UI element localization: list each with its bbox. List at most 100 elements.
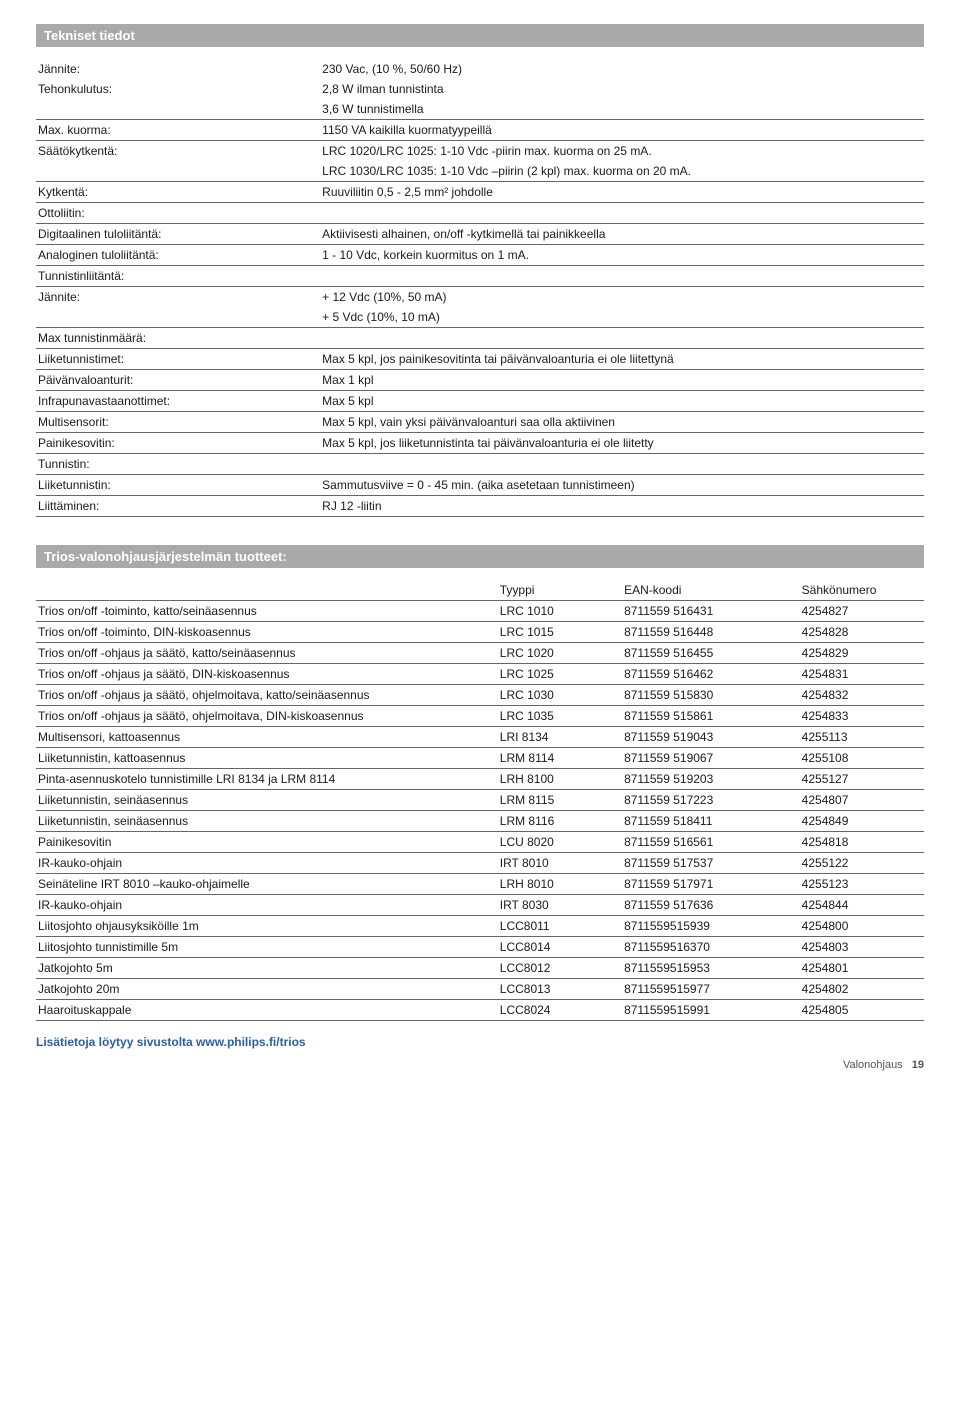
table-cell: 4254849 (800, 811, 924, 832)
spec-label: Analoginen tuloliitäntä: (36, 245, 320, 266)
table-row: Liitosjohto tunnistimille 5mLCC801487115… (36, 937, 924, 958)
table-row: HaaroituskappaleLCC802487115595159914254… (36, 1000, 924, 1021)
table-cell: 8711559516370 (622, 937, 800, 958)
spec-value: 230 Vac, (10 %, 50/60 Hz) (320, 59, 924, 79)
table-cell: 4254833 (800, 706, 924, 727)
table-cell: Jatkojohto 5m (36, 958, 498, 979)
table-cell: 4254827 (800, 601, 924, 622)
table-row: Seinäteline IRT 8010 –kauko-ohjaimelleLR… (36, 874, 924, 895)
table-cell: LRC 1025 (498, 664, 622, 685)
table-cell: IRT 8010 (498, 853, 622, 874)
table-cell: 4255123 (800, 874, 924, 895)
table-cell: Trios on/off -ohjaus ja säätö, ohjelmoit… (36, 685, 498, 706)
page-number: 19 (912, 1059, 924, 1071)
table-cell: LRM 8114 (498, 748, 622, 769)
table-cell: LCC8014 (498, 937, 622, 958)
table-cell: LRM 8115 (498, 790, 622, 811)
table-row: Multisensori, kattoasennusLRI 8134871155… (36, 727, 924, 748)
table-row: PainikesovitinLCU 80208711559 5165614254… (36, 832, 924, 853)
spec-value: 1150 VA kaikilla kuormatyypeillä (320, 120, 924, 141)
table-row: Pinta-asennuskotelo tunnistimille LRI 81… (36, 769, 924, 790)
spec-label: Kytkentä: (36, 182, 320, 203)
spec-value: Sammutusviive = 0 - 45 min. (aika asetet… (320, 475, 924, 496)
table-cell: 8711559515953 (622, 958, 800, 979)
table-cell: 8711559 519067 (622, 748, 800, 769)
table-cell: Pinta-asennuskotelo tunnistimille LRI 81… (36, 769, 498, 790)
table-cell: 8711559 517537 (622, 853, 800, 874)
table-cell: 4254805 (800, 1000, 924, 1021)
table-row: Liitosjohto ohjausyksiköille 1mLCC801187… (36, 916, 924, 937)
table-row: Trios on/off -ohjaus ja säätö, ohjelmoit… (36, 685, 924, 706)
table-cell: 8711559515991 (622, 1000, 800, 1021)
table-cell: LRC 1035 (498, 706, 622, 727)
spec-label: Säätökytkentä: (36, 141, 320, 162)
table-cell: 4254803 (800, 937, 924, 958)
spec-label: Painikesovitin: (36, 433, 320, 454)
table-cell: Multisensori, kattoasennus (36, 727, 498, 748)
spec-value: Max 5 kpl, jos painikesovitinta tai päiv… (320, 349, 924, 370)
spec-label: Liiketunnistin: (36, 475, 320, 496)
table-cell: Liitosjohto tunnistimille 5m (36, 937, 498, 958)
spec-value: RJ 12 -liitin (320, 496, 924, 517)
table-cell: LCC8024 (498, 1000, 622, 1021)
column-header (36, 580, 498, 601)
table-cell: LCC8011 (498, 916, 622, 937)
table-cell: 4254802 (800, 979, 924, 1000)
spec-label: Tunnistinliitäntä: (36, 266, 320, 287)
table-cell: 4254800 (800, 916, 924, 937)
table-row: Liiketunnistin, kattoasennusLRM 81148711… (36, 748, 924, 769)
spec-value (320, 454, 924, 475)
table-cell: IRT 8030 (498, 895, 622, 916)
table-cell: LRH 8010 (498, 874, 622, 895)
table-cell: Liitosjohto ohjausyksiköille 1m (36, 916, 498, 937)
table-row: Trios on/off -toiminto, DIN-kiskoasennus… (36, 622, 924, 643)
table-cell: 4255127 (800, 769, 924, 790)
spec-value (320, 203, 924, 224)
table-cell: Trios on/off -ohjaus ja säätö, ohjelmoit… (36, 706, 498, 727)
spec-value: Max 5 kpl (320, 391, 924, 412)
table-cell: 4254829 (800, 643, 924, 664)
column-header: EAN-koodi (622, 580, 800, 601)
spec-value: Max 5 kpl, vain yksi päivänvaloanturi sa… (320, 412, 924, 433)
table-cell: LRC 1020 (498, 643, 622, 664)
column-header: Sähkönumero (800, 580, 924, 601)
spec-label (36, 99, 320, 120)
table-cell: 8711559 515830 (622, 685, 800, 706)
table-cell: Jatkojohto 20m (36, 979, 498, 1000)
spec-value (320, 266, 924, 287)
table-cell: 8711559515939 (622, 916, 800, 937)
spec-label: Päivänvaloanturit: (36, 370, 320, 391)
products-table: TyyppiEAN-koodiSähkönumero Trios on/off -… (36, 580, 924, 1021)
table-cell: 4254832 (800, 685, 924, 706)
spec-label: Infrapunavastaanottimet: (36, 391, 320, 412)
table-cell: LCU 8020 (498, 832, 622, 853)
table-cell: Liiketunnistin, kattoasennus (36, 748, 498, 769)
table-cell: LCC8012 (498, 958, 622, 979)
table-cell: 8711559 516462 (622, 664, 800, 685)
table-cell: 4255113 (800, 727, 924, 748)
spec-label: Tehonkulutus: (36, 79, 320, 99)
table-row: Trios on/off -ohjaus ja säätö, ohjelmoit… (36, 706, 924, 727)
table-cell: 4254828 (800, 622, 924, 643)
table-cell: LCC8013 (498, 979, 622, 1000)
table-cell: LRI 8134 (498, 727, 622, 748)
table-cell: 8711559 515861 (622, 706, 800, 727)
table-cell: 8711559 516448 (622, 622, 800, 643)
section-header-products: Trios-valonohjausjärjestelmän tuotteet: (36, 545, 924, 568)
table-cell: 4254831 (800, 664, 924, 685)
spec-value: + 12 Vdc (10%, 50 mA) (320, 287, 924, 308)
more-info-link[interactable]: Lisätietoja löytyy sivustolta www.philip… (36, 1035, 924, 1049)
table-cell: Liiketunnistin, seinäasennus (36, 790, 498, 811)
spec-label: Liittäminen: (36, 496, 320, 517)
table-cell: Trios on/off -toiminto, katto/seinäasenn… (36, 601, 498, 622)
table-row: IR-kauko-ohjainIRT 80308711559 517636425… (36, 895, 924, 916)
spec-value: + 5 Vdc (10%, 10 mA) (320, 307, 924, 328)
column-header: Tyyppi (498, 580, 622, 601)
table-cell: LRC 1030 (498, 685, 622, 706)
table-row: Jatkojohto 5mLCC801287115595159534254801 (36, 958, 924, 979)
table-cell: IR-kauko-ohjain (36, 853, 498, 874)
table-cell: Trios on/off -ohjaus ja säätö, katto/sei… (36, 643, 498, 664)
table-cell: LRM 8116 (498, 811, 622, 832)
spec-value: Ruuviliitin 0,5 - 2,5 mm² johdolle (320, 182, 924, 203)
table-cell: Painikesovitin (36, 832, 498, 853)
